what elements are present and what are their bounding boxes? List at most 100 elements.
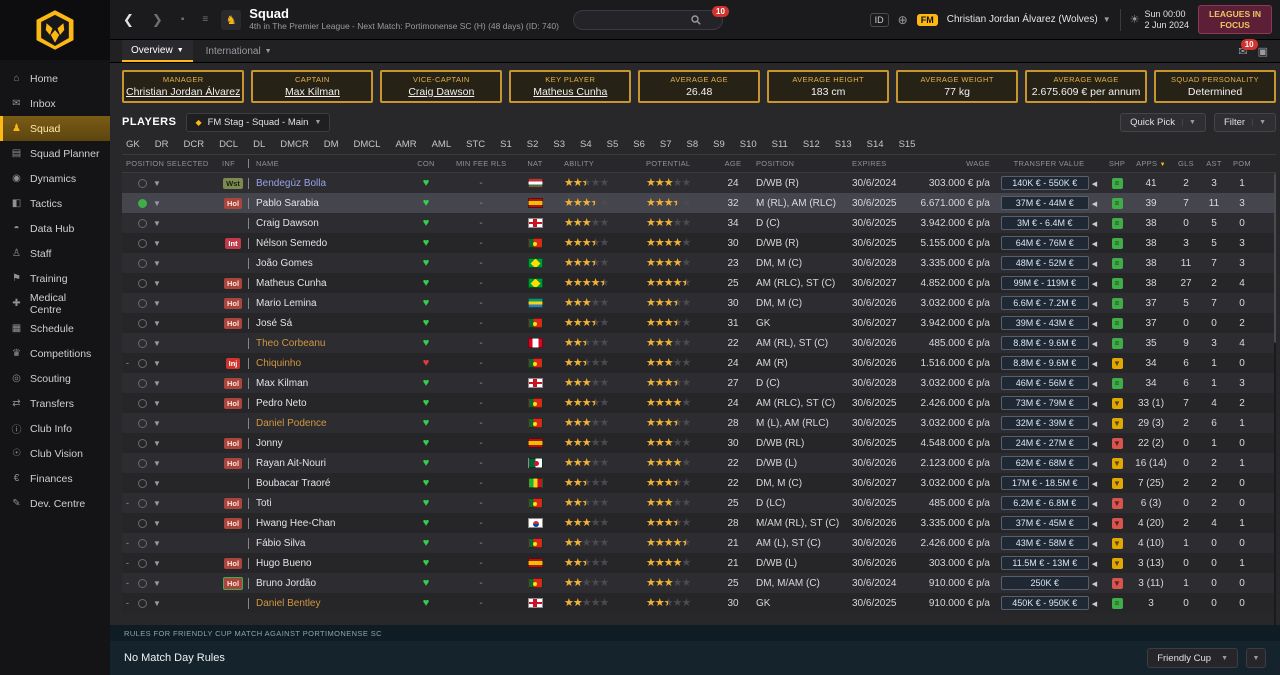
player-name[interactable]: Craig Dawson	[248, 217, 400, 229]
player-name[interactable]: Bruno Jordão	[248, 577, 400, 589]
player-name[interactable]: Bendegúz Bolla	[248, 177, 400, 189]
compare-arrow-icon[interactable]: ◀	[1091, 201, 1098, 208]
id-icon[interactable]: ID	[869, 12, 889, 27]
row-expand-chevron[interactable]: ▼	[153, 438, 161, 448]
leagues-in-focus-button[interactable]: LEAGUES IN FOCUS	[1198, 4, 1272, 35]
compare-arrow-icon[interactable]: ◀	[1091, 301, 1098, 308]
back-button[interactable]: ❮	[123, 11, 134, 27]
sidebar-item-squad-planner[interactable]: ▤ Squad Planner	[0, 141, 110, 166]
transfer-value-button[interactable]: 62M € - 68M €	[1000, 456, 1089, 470]
transfer-value-button[interactable]: 73M € - 79M €	[1000, 396, 1089, 410]
selection-status-icon[interactable]	[138, 318, 147, 328]
transfer-value-button[interactable]: 17M € - 18.5M €	[1000, 476, 1089, 490]
player-row[interactable]: ▼ Int Nélson Semedo ♥ - ★★★★★★★★★★ ★★★★★★★★★★ 3…	[122, 233, 1276, 253]
selection-status-icon[interactable]	[138, 478, 147, 488]
column-header-gls[interactable]: GLS	[1178, 159, 1194, 168]
column-header-shp[interactable]: SHP	[1108, 159, 1126, 168]
player-name[interactable]: Chiquinho	[248, 357, 400, 369]
position-tab-dr[interactable]: DR	[154, 139, 169, 150]
tab-international[interactable]: International ▼	[205, 45, 272, 57]
player-name[interactable]: José Sá	[248, 317, 400, 329]
monitor-icon[interactable]: ▣	[1257, 45, 1268, 58]
transfer-value-button[interactable]: 140K € - 550K €	[1000, 176, 1089, 190]
selection-status-icon[interactable]	[138, 258, 147, 268]
transfer-value-button[interactable]: 6.2M € - 6.8M €	[1000, 496, 1089, 510]
player-name[interactable]: Jonny	[248, 437, 400, 449]
row-expand-chevron[interactable]: ▼	[153, 498, 161, 508]
selection-status-icon[interactable]	[138, 278, 147, 288]
collapse-panel-button[interactable]: ▼	[1246, 648, 1266, 668]
transfer-value-button[interactable]: 37M € - 45M €	[1000, 516, 1089, 530]
sidebar-item-schedule[interactable]: ▦ Schedule	[0, 316, 110, 341]
compare-arrow-icon[interactable]: ◀	[1091, 361, 1098, 368]
player-row[interactable]: ▼ Hol Max Kilman ♥ - ★★★★★★★★★★ ★★★★★★★★★★ 27 D …	[122, 373, 1276, 393]
column-header-potential[interactable]: POTENTIAL	[646, 159, 691, 168]
sidebar-item-tactics[interactable]: ◧ Tactics	[0, 191, 110, 216]
transfer-value-button[interactable]: 6.6M € - 7.2M €	[1000, 296, 1089, 310]
vertical-scrollbar[interactable]	[1274, 173, 1276, 625]
sidebar-item-club-info[interactable]: ⓘ Club Info	[0, 416, 110, 441]
player-row[interactable]: ▼ Hol Hwang Hee-Chan ♥ - ★★★★★★★★★★ ★★★★★★★★★★…	[122, 513, 1276, 533]
transfer-value-button[interactable]: 64M € - 76M €	[1000, 236, 1089, 250]
position-tab-dcl[interactable]: DCL	[219, 139, 239, 150]
position-tab-s14[interactable]: S14	[866, 139, 884, 150]
row-expand-chevron[interactable]: ▼	[153, 478, 161, 488]
selection-status-icon[interactable]	[138, 298, 147, 308]
column-header-position[interactable]: POSITION	[756, 159, 795, 168]
player-row[interactable]: ▼ Hol Matheus Cunha ♥ - ★★★★★★★★★★ ★★★★★★★★★★ 2…	[122, 273, 1276, 293]
compare-arrow-icon[interactable]: ◀	[1091, 441, 1098, 448]
compare-arrow-icon[interactable]: ◀	[1091, 221, 1098, 228]
selection-status-icon[interactable]	[138, 558, 147, 568]
transfer-value-button[interactable]: 37M € - 44M €	[1000, 196, 1089, 210]
transfer-value-button[interactable]: 32M € - 39M €	[1000, 416, 1089, 430]
sidebar-item-data-hub[interactable]: ◓ Data Hub	[0, 216, 110, 241]
sidebar-item-finances[interactable]: € Finances	[0, 466, 110, 491]
bookmark-icon[interactable]: ▪	[180, 14, 185, 25]
sidebar-item-squad[interactable]: ♟ Squad	[0, 116, 110, 141]
row-expand-chevron[interactable]: ▼	[153, 198, 161, 208]
compare-arrow-icon[interactable]: ◀	[1091, 241, 1098, 248]
position-tab-gk[interactable]: GK	[126, 139, 140, 150]
position-tab-dl[interactable]: DL	[253, 139, 266, 150]
player-row[interactable]: ▼ Hol Rayan Ait-Nouri ♥ - ★★★★★★★★★★ ★★★★★★★★★…	[122, 453, 1276, 473]
selection-status-icon[interactable]	[138, 398, 147, 408]
player-name[interactable]: Hugo Bueno	[248, 557, 400, 569]
player-name[interactable]: Fábio Silva	[248, 537, 400, 549]
scrollbar-thumb[interactable]	[1274, 173, 1276, 343]
column-header-ast[interactable]: AST	[1206, 159, 1222, 168]
position-tab-dmcr[interactable]: DMCR	[280, 139, 309, 150]
column-header-con[interactable]: CON	[417, 159, 435, 168]
column-header-inf[interactable]: INF	[222, 159, 235, 168]
player-name[interactable]: Matheus Cunha	[248, 277, 400, 289]
view-selector-dropdown[interactable]: ◆ FM Stag - Squad - Main ▼	[186, 112, 331, 132]
player-name[interactable]: Max Kilman	[248, 377, 400, 389]
transfer-value-button[interactable]: 99M € - 119M €	[1000, 276, 1089, 290]
selection-status-icon[interactable]	[138, 378, 147, 388]
selection-status-icon[interactable]	[138, 338, 147, 348]
manager-account-menu[interactable]: Christian Jordan Álvarez (Wolves) ▼	[947, 14, 1111, 25]
compare-arrow-icon[interactable]: ◀	[1091, 601, 1098, 608]
selection-status-icon[interactable]	[138, 518, 147, 528]
sidebar-item-dynamics[interactable]: ◉ Dynamics	[0, 166, 110, 191]
compare-arrow-icon[interactable]: ◀	[1091, 381, 1098, 388]
player-row[interactable]: ▼ Hol José Sá ♥ - ★★★★★★★★★★ ★★★★★★★★★★ 31 GK 30/…	[122, 313, 1276, 333]
fm-logo-icon[interactable]: FM	[916, 13, 938, 26]
globe-icon[interactable]: ⊕	[897, 12, 908, 27]
compare-arrow-icon[interactable]: ◀	[1091, 481, 1098, 488]
position-tab-dmcl[interactable]: DMCL	[353, 139, 381, 150]
row-expand-chevron[interactable]: ▼	[153, 358, 161, 368]
transfer-value-button[interactable]: 48M € - 52M €	[1000, 256, 1089, 270]
column-header-transfer-value[interactable]: TRANSFER VALUE	[1013, 159, 1085, 168]
card-value[interactable]: Max Kilman	[284, 86, 340, 98]
position-tab-s4[interactable]: S4	[579, 139, 592, 150]
player-name[interactable]: Pedro Neto	[248, 397, 400, 409]
position-tab-stc[interactable]: STC	[466, 139, 486, 150]
player-name[interactable]: Boubacar Traoré	[248, 477, 400, 489]
position-tab-s12[interactable]: S12	[802, 139, 820, 150]
player-name[interactable]: Hwang Hee-Chan	[248, 517, 400, 529]
compare-arrow-icon[interactable]: ◀	[1091, 261, 1098, 268]
position-tab-s13[interactable]: S13	[834, 139, 852, 150]
player-row[interactable]: ▼ Wst Bendegúz Bolla ♥ - ★★★★★★★★★★ ★★★★★★★★★★…	[122, 173, 1276, 193]
